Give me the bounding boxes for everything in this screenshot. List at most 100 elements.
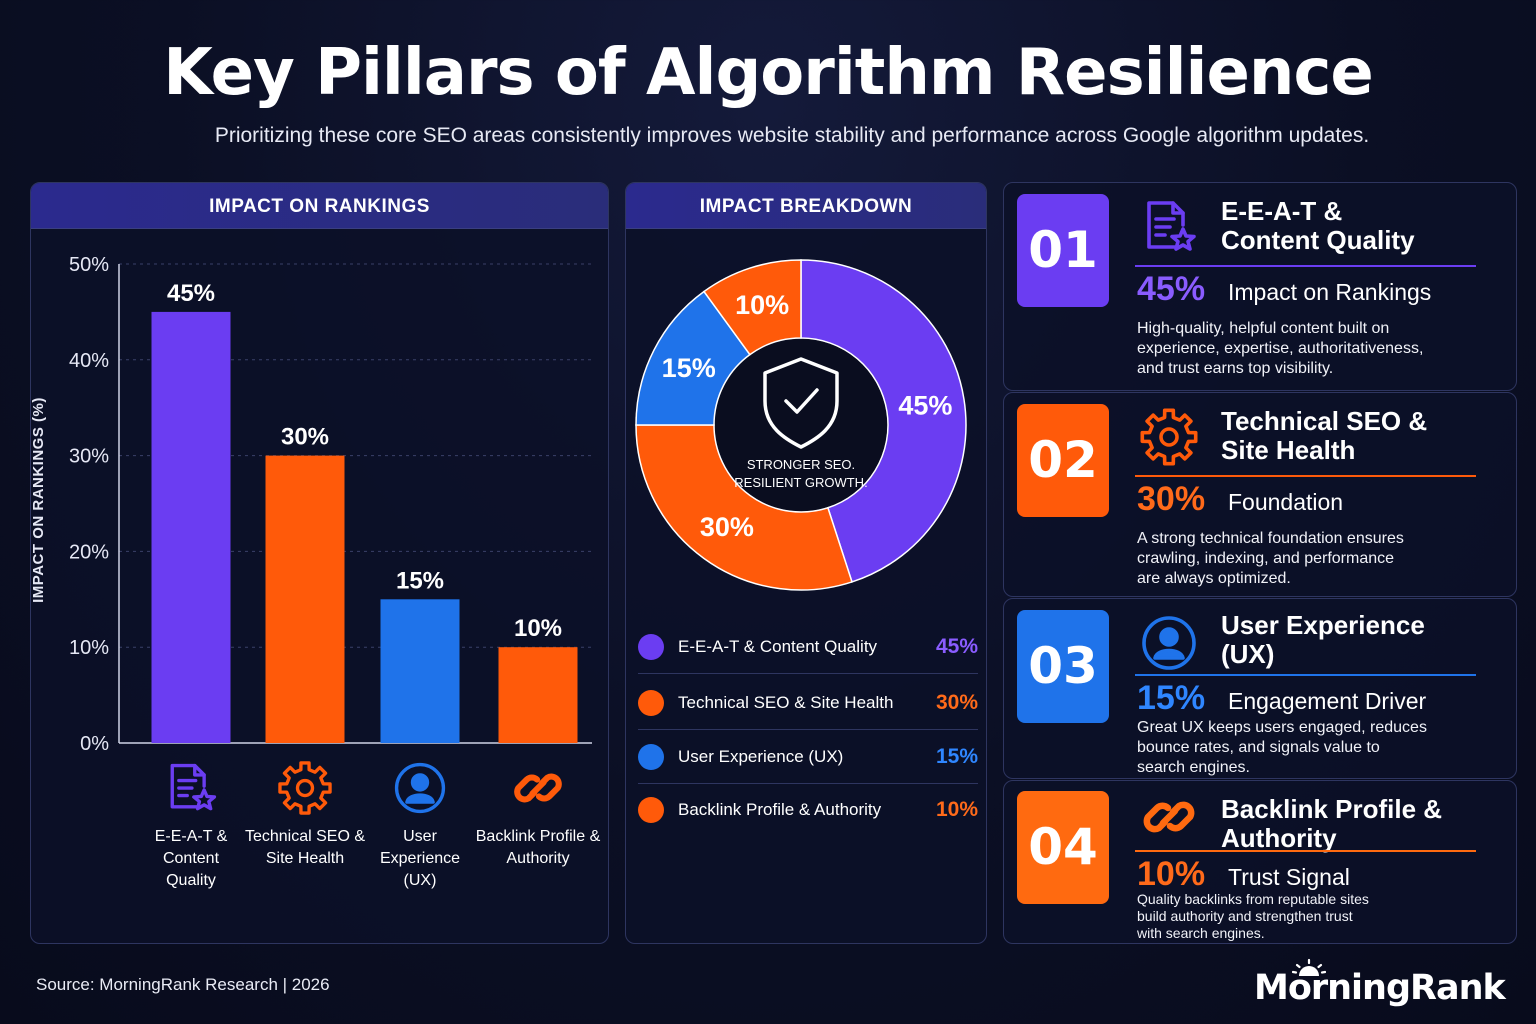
- legend-label: Technical SEO & Site Health: [678, 693, 894, 712]
- pillar-icon-wrap: [1137, 405, 1201, 469]
- category-label: E-E-A-T & Content Quality: [126, 826, 256, 892]
- content-star-icon: [1147, 201, 1196, 251]
- description-line: search engines.: [1137, 759, 1250, 776]
- description-line: build authority and strengthen trust: [1137, 908, 1353, 924]
- category-label-line: Quality: [166, 872, 216, 889]
- pillar-title: Technical SEO & Site Health: [1221, 407, 1511, 465]
- legend-dot: [638, 634, 664, 660]
- donut-chart-title: IMPACT BREAKDOWN: [626, 183, 986, 229]
- pillar-title-line: User Experience: [1221, 610, 1425, 640]
- legend-item: Technical SEO & Site Health 30%: [638, 683, 978, 723]
- legend-value: 15%: [935, 745, 978, 768]
- pillar-tag: Foundation: [1228, 489, 1344, 515]
- category-label-line: Authority: [506, 850, 570, 867]
- pillar-number: 02: [1017, 404, 1109, 517]
- page-title: Key Pillars of Algorithm Resilience: [163, 36, 1374, 110]
- category-label-line: Content: [162, 850, 220, 867]
- legend-item: E-E-A-T & Content Quality 45%: [638, 627, 978, 667]
- content-star-icon: [170, 763, 217, 811]
- legend-item: Backlink Profile & Authority 10%: [638, 790, 978, 830]
- legend-value: 30%: [935, 691, 978, 714]
- description-line: experience, expertise, authoritativeness…: [1137, 340, 1424, 357]
- pillar-tag: Impact on Rankings: [1228, 279, 1432, 305]
- pillar-tag: Engagement Driver: [1228, 688, 1427, 714]
- pillar-card: 02 Technical SEO & Site Health 30% Found…: [1003, 392, 1517, 597]
- link-icon: [514, 773, 562, 803]
- pillar-title-line: E-E-A-T &: [1221, 196, 1343, 226]
- pillar-number: 04: [1017, 791, 1109, 904]
- legend-divider: [638, 673, 978, 674]
- brand-logo: MorningRank: [1254, 958, 1514, 1008]
- pillar-divider: [1135, 674, 1476, 676]
- description-line: crawling, indexing, and performance: [1137, 550, 1395, 567]
- legend-label: E-E-A-T & Content Quality: [678, 637, 878, 656]
- pillar-icon-wrap: [1137, 785, 1201, 849]
- legend-item: User Experience (UX) 15%: [638, 737, 978, 777]
- pillar-card: 01 E-E-A-T & Content Quality 45% Impact …: [1003, 182, 1517, 391]
- category-label-line: E-E-A-T &: [154, 828, 228, 845]
- pillar-number: 01: [1017, 194, 1109, 307]
- pillar-title-line: Technical SEO &: [1221, 406, 1428, 436]
- description-line: bounce rates, and signals value to: [1137, 739, 1380, 756]
- category-label: User Experience (UX): [355, 826, 485, 892]
- pillar-card: 04 Backlink Profile & Authority 10% Trus…: [1003, 780, 1517, 944]
- pillar-divider: [1135, 265, 1476, 267]
- pillar-title-line: Content Quality: [1221, 225, 1415, 255]
- category-label-line: Technical SEO &: [244, 828, 366, 845]
- link-icon: [1143, 801, 1195, 833]
- legend-dot: [638, 744, 664, 770]
- pillar-percent: 10%: [1137, 855, 1206, 893]
- pillar-icon-wrap: [1137, 611, 1201, 675]
- legend-dot: [638, 690, 664, 716]
- description-line: A strong technical foundation ensures: [1137, 530, 1404, 547]
- source-note: Source: MorningRank Research | 2026: [36, 975, 330, 994]
- pillar-title: User Experience (UX): [1221, 611, 1511, 669]
- sunrise-icon: [1292, 958, 1326, 976]
- category-label: Technical SEO & Site Health: [240, 826, 370, 870]
- gear-icon: [1140, 408, 1198, 466]
- description-line: Great UX keeps users engaged, reduces: [1137, 719, 1427, 736]
- category-label-line: Experience: [379, 850, 461, 867]
- page-subtitle: Prioritizing these core SEO areas consis…: [214, 124, 1370, 147]
- category-label-line: Site Health: [265, 850, 345, 867]
- pillar-number: 03: [1017, 610, 1109, 723]
- y-axis-title: IMPACT ON RANKINGS (%): [30, 397, 47, 603]
- pillar-card: 03 User Experience (UX) 15% Engagement D…: [1003, 598, 1517, 779]
- category-icon: [508, 758, 568, 818]
- description-line: and trust earns top visibility.: [1137, 360, 1334, 377]
- legend-divider: [638, 729, 978, 730]
- pillar-title-line: Authority: [1221, 823, 1337, 853]
- legend-divider: [638, 783, 978, 784]
- category-label-line: Backlink Profile &: [475, 828, 601, 845]
- legend-dot: [638, 797, 664, 823]
- category-icon: [390, 758, 450, 818]
- pillar-description: Great UX keeps users engaged, reduces bo…: [1137, 718, 1477, 778]
- legend-label: Backlink Profile & Authority: [678, 800, 882, 819]
- category-label: Backlink Profile & Authority: [473, 826, 603, 870]
- pillar-description: Quality backlinks from reputable sites b…: [1137, 891, 1477, 942]
- description-line: are always optimized.: [1137, 570, 1291, 587]
- brand-name: MorningRank: [1254, 968, 1506, 1008]
- pillar-tag: Trust Signal: [1228, 864, 1350, 890]
- category-label-line: User: [403, 828, 437, 845]
- user-icon: [394, 762, 446, 814]
- legend-label: User Experience (UX): [678, 747, 844, 766]
- legend-value: 10%: [935, 798, 978, 821]
- pillar-divider: [1135, 850, 1476, 852]
- category-label-line: (UX): [403, 872, 437, 889]
- pillar-title-line: Site Health: [1221, 435, 1356, 465]
- pillar-title: Backlink Profile & Authority: [1221, 795, 1511, 853]
- pillar-description: A strong technical foundation ensures cr…: [1137, 529, 1477, 589]
- category-icon: [161, 758, 221, 818]
- description-line: with search engines.: [1137, 925, 1265, 941]
- gear-icon: [278, 761, 332, 815]
- pillar-title-line: (UX): [1221, 639, 1275, 669]
- bar-chart-title: IMPACT ON RANKINGS: [31, 183, 608, 229]
- pillar-icon-wrap: [1137, 195, 1201, 259]
- description-line: High-quality, helpful content built on: [1137, 320, 1390, 337]
- pillar-percent: 45%: [1137, 270, 1206, 308]
- pillar-title: E-E-A-T & Content Quality: [1221, 197, 1511, 255]
- description-line: Quality backlinks from reputable sites: [1137, 891, 1369, 907]
- pillar-percent: 15%: [1137, 679, 1206, 717]
- category-icon: [275, 758, 335, 818]
